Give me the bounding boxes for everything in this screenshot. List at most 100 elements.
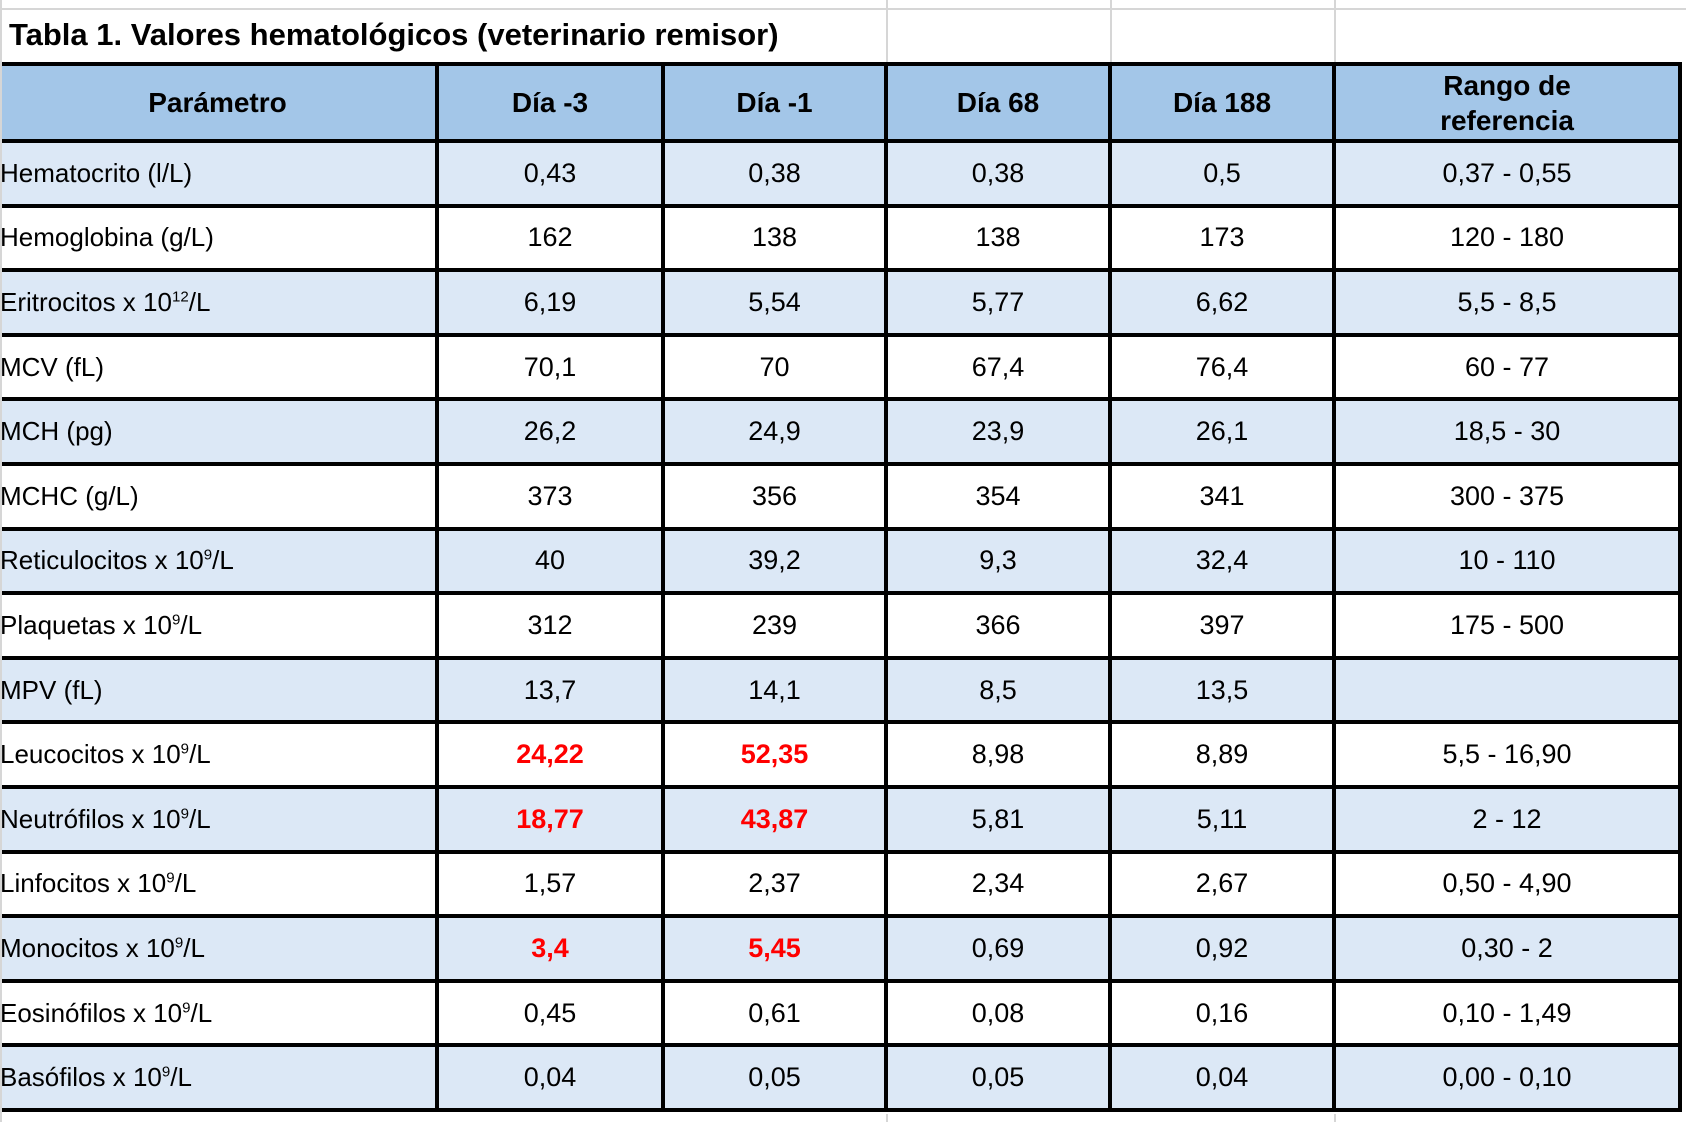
value-cell: 0,45 [435, 978, 665, 1048]
value-cell: 0,92 [1108, 914, 1336, 983]
value-cell: 138 [661, 203, 888, 273]
spreadsheet-gridline-left [0, 0, 2, 1122]
table-title: Tabla 1. Valores hematológicos (veterina… [9, 17, 779, 52]
column-header-label: Día -1 [736, 87, 813, 118]
value-cell: 0,08 [884, 978, 1112, 1048]
spreadsheet-gridline-vertical [1334, 0, 1336, 62]
parameter-cell: Linfocitos x 109/L [0, 849, 439, 919]
reference-range-cell: 0,37 - 0,55 [1332, 139, 1682, 208]
value-cell: 239 [661, 591, 888, 660]
table-row: MPV (fL) 13,7 14,1 8,5 13,5 [0, 655, 1682, 725]
reference-range-cell: 2 - 12 [1332, 784, 1682, 854]
value-cell: 32,4 [1108, 526, 1336, 596]
table-row: Hemoglobina (g/L) 162 138 138 173 120 - 180 [0, 203, 1682, 273]
table-body: Hematocrito (l/L) 0,43 0,38 0,38 0,5 0,37 - 0… [0, 139, 1682, 1112]
value-cell: 0,5 [1108, 139, 1336, 208]
reference-range-cell: 0,10 - 1,49 [1332, 978, 1682, 1048]
parameter-cell: Plaquetas x 109/L [0, 591, 439, 660]
table-row: Reticulocitos x 109/L 40 39,2 9,3 32,4 10 - 1… [0, 526, 1682, 596]
value-cell: 341 [1108, 461, 1336, 531]
value-cell: 43,87 [661, 784, 888, 854]
parameter-cell: MPV (fL) [0, 655, 439, 725]
value-cell: 5,81 [884, 784, 1112, 854]
reference-range-cell: 175 - 500 [1332, 591, 1682, 660]
exponent: 9 [203, 546, 213, 564]
parameter-cell: Eritrocitos x 1012/L [0, 268, 439, 337]
header-row: Parámetro Día -3 Día -1 Día 68 Día 188 Rango … [0, 62, 1682, 143]
value-cell: 70 [661, 332, 888, 402]
value-cell: 26,1 [1108, 397, 1336, 466]
parameter-cell: MCHC (g/L) [0, 461, 439, 531]
exponent: 9 [166, 869, 175, 887]
value-cell: 312 [435, 591, 665, 660]
table-row: Eritrocitos x 1012/L 6,19 5,54 5,77 6,62 5,5 … [0, 268, 1682, 337]
table-row: Neutrófilos x 109/L 18,77 43,87 5,81 5,11 2 -… [0, 784, 1682, 854]
parameter-cell: Neutrófilos x 109/L [0, 784, 439, 854]
value-cell: 373 [435, 461, 665, 531]
reference-range-cell: 10 - 110 [1332, 526, 1682, 596]
exponent: 12 [171, 288, 189, 306]
column-header: Parámetro [0, 62, 439, 143]
table-row: MCHC (g/L) 373 356 354 341 300 - 375 [0, 461, 1682, 531]
value-cell: 354 [884, 461, 1112, 531]
value-cell: 24,22 [435, 720, 665, 789]
value-cell: 2,37 [661, 849, 888, 919]
value-cell: 397 [1108, 591, 1336, 660]
table-row: Plaquetas x 109/L 312 239 366 397 175 - 500 [0, 591, 1682, 660]
parameter-cell: Reticulocitos x 109/L [0, 526, 439, 596]
value-cell: 162 [435, 203, 665, 273]
value-cell: 2,67 [1108, 849, 1336, 919]
column-header: Día 188 [1108, 62, 1336, 143]
value-cell: 5,45 [661, 914, 888, 983]
exponent: 9 [172, 611, 181, 629]
exponent: 9 [180, 740, 190, 758]
reference-range-cell: 60 - 77 [1332, 332, 1682, 402]
parameter-cell: MCV (fL) [0, 332, 439, 402]
value-cell: 5,77 [884, 268, 1112, 337]
value-cell: 67,4 [884, 332, 1112, 402]
value-cell: 366 [884, 591, 1112, 660]
value-cell: 8,5 [884, 655, 1112, 725]
column-header-label: Rango de referencia [1440, 69, 1574, 136]
value-cell: 39,2 [661, 526, 888, 596]
value-cell: 40 [435, 526, 665, 596]
value-cell: 0,38 [884, 139, 1112, 208]
value-cell: 24,9 [661, 397, 888, 466]
reference-range-cell: 0,30 - 2 [1332, 914, 1682, 983]
reference-range-cell [1332, 655, 1682, 725]
table-row: MCV (fL) 70,1 70 67,4 76,4 60 - 77 [0, 332, 1682, 402]
value-cell: 2,34 [884, 849, 1112, 919]
column-header-label: Día 188 [1172, 87, 1272, 118]
value-cell: 13,5 [1108, 655, 1336, 725]
value-cell: 0,05 [661, 1043, 888, 1112]
spreadsheet-strip-bottom [0, 1113, 1686, 1122]
reference-range-cell: 5,5 - 16,90 [1332, 720, 1682, 789]
exponent: 9 [180, 805, 190, 823]
parameter-cell: MCH (pg) [0, 397, 439, 466]
value-cell: 0,61 [661, 978, 888, 1048]
table-title-row: Tabla 1. Valores hematológicos (veterina… [0, 8, 1680, 62]
value-cell: 0,69 [884, 914, 1112, 983]
parameter-cell: Hematocrito (l/L) [0, 139, 439, 208]
exponent: 9 [174, 934, 184, 952]
value-cell: 0,05 [884, 1043, 1112, 1112]
reference-range-cell: 0,50 - 4,90 [1332, 849, 1682, 919]
value-cell: 8,98 [884, 720, 1112, 789]
value-cell: 70,1 [435, 332, 665, 402]
value-cell: 0,43 [435, 139, 665, 208]
column-header-label: Día -3 [511, 87, 589, 118]
column-header: Día 68 [884, 62, 1112, 143]
value-cell: 6,19 [435, 268, 665, 337]
value-cell: 356 [661, 461, 888, 531]
exponent: 9 [161, 1063, 171, 1081]
reference-range-cell: 120 - 180 [1332, 203, 1682, 273]
value-cell: 8,89 [1108, 720, 1336, 789]
column-header: Rango de referencia [1332, 62, 1682, 143]
reference-range-cell: 300 - 375 [1332, 461, 1682, 531]
value-cell: 14,1 [661, 655, 888, 725]
table-row: Eosinófilos x 109/L 0,45 0,61 0,08 0,16 0,10 … [0, 978, 1682, 1048]
table-header: Parámetro Día -3 Día -1 Día 68 Día 188 Rango … [0, 62, 1682, 143]
hematology-values-table: Parámetro Día -3 Día -1 Día 68 Día 188 Rango … [0, 62, 1682, 1112]
parameter-cell: Monocitos x 109/L [0, 914, 439, 983]
